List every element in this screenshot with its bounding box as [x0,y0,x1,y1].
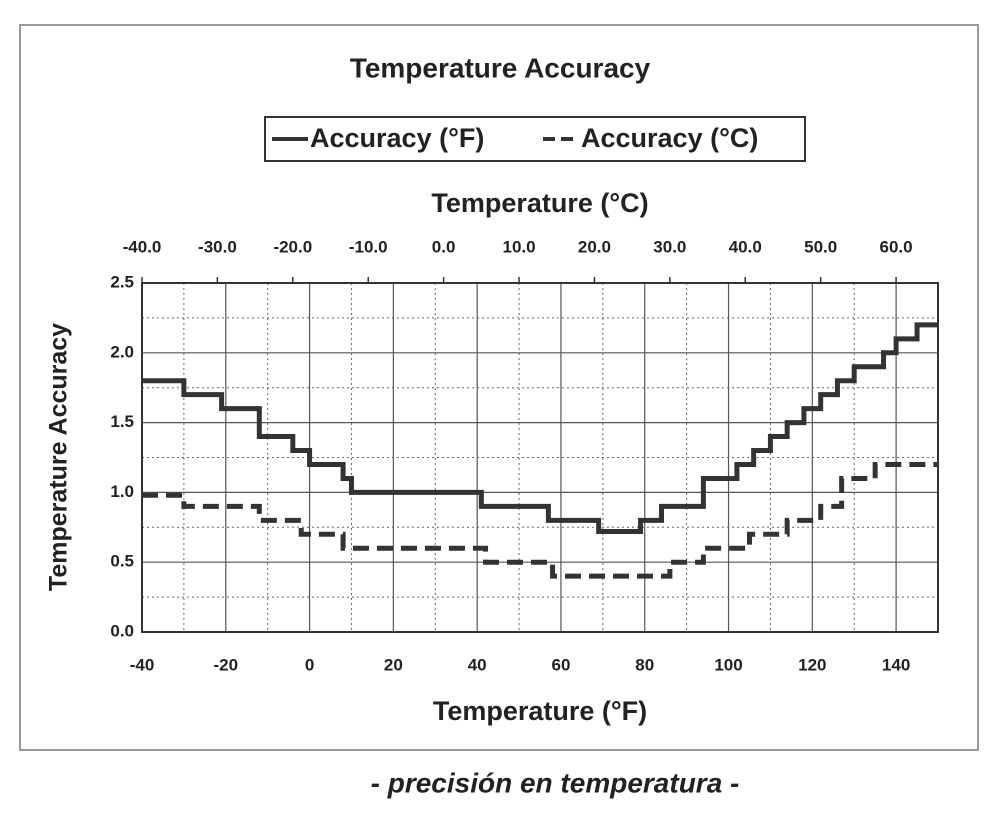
x-tick-label: 80 [635,655,654,674]
series-line [142,461,938,579]
y-tick-label: 2.5 [110,272,134,291]
y-tick-label: 1.5 [110,412,134,431]
legend [264,116,806,162]
x-axis-title: Temperature (°F) [433,696,647,726]
x-tick-label: 0 [305,655,314,674]
y-axis-title: Temperature Accuracy [45,323,73,591]
plot-border [141,282,939,633]
y-tick-label: 2.0 [110,342,134,361]
x2-tick-label: -30.0 [198,237,237,256]
x-tick-label: 120 [798,655,826,674]
x2-tick-label: 20.0 [578,237,611,256]
x2-tick-label: 30.0 [653,237,686,256]
y-tick-label: 0.5 [110,552,134,571]
x2-tick-label: 10.0 [502,237,535,256]
x2-tick-label: 0.0 [432,237,456,256]
x-tick-label: 40 [468,655,487,674]
y-tick-label: 0.0 [110,621,134,640]
x2-tick-label: -10.0 [349,237,388,256]
x-tick-label: 60 [551,655,570,674]
x2-tick-label: 50.0 [804,237,837,256]
x2-axis-title: Temperature (°C) [431,188,648,218]
x-tick-label: -40 [130,655,155,674]
x2-tick-label: -20.0 [273,237,312,256]
x-tick-label: 100 [714,655,742,674]
chart-title: Temperature Accuracy [350,52,651,83]
legend-label: Accuracy (°F) [310,123,484,153]
series-line [142,322,938,534]
x2-tick-label: 60.0 [880,237,913,256]
x2-tick-label: -40.0 [123,237,162,256]
legend-label: Accuracy (°C) [581,123,758,153]
x-tick-label: 20 [384,655,403,674]
caption: - precisión en temperatura - [371,767,740,798]
y-tick-label: 1.0 [110,482,134,501]
x-tick-label: 140 [882,655,910,674]
x-tick-label: -20 [214,655,239,674]
x2-tick-label: 40.0 [729,237,762,256]
plot-area [142,283,938,632]
